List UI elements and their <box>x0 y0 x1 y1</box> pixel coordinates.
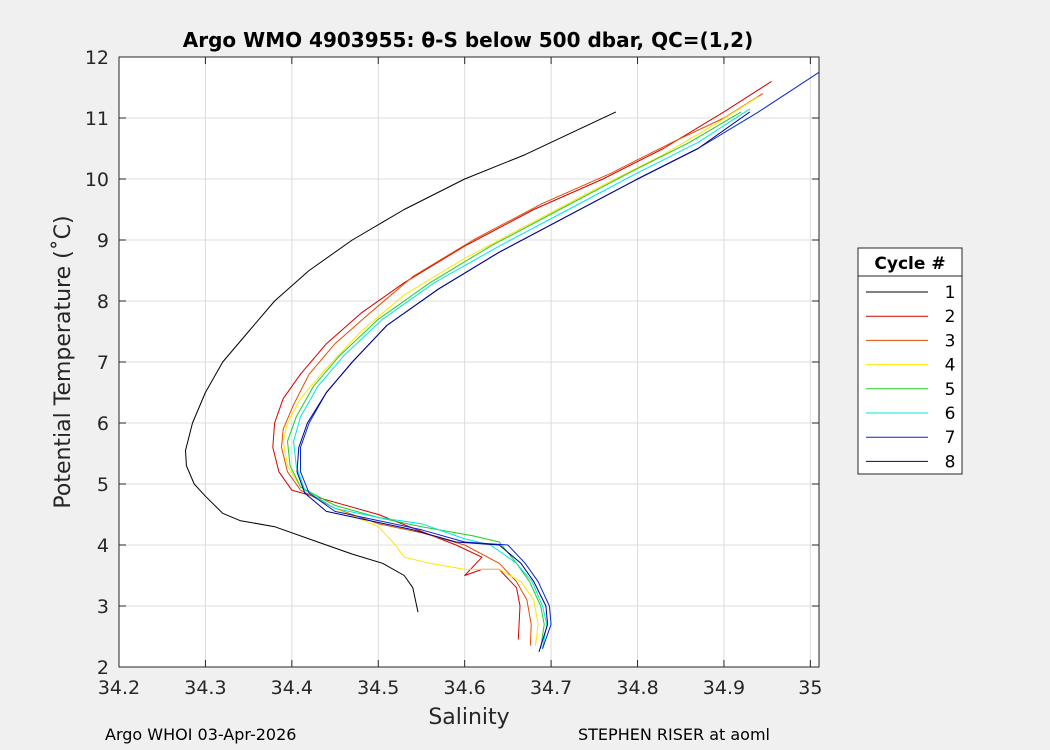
y-tick-label: 9 <box>97 230 109 252</box>
y-axis-label: Potential Temperature (˚C) <box>51 215 76 508</box>
legend: Cycle # 1 2 3 4 5 6 7 8 <box>857 247 963 475</box>
x-tick-label: 34.2 <box>98 677 140 699</box>
legend-label-cycle-7: 7 <box>945 428 956 448</box>
legend-label-cycle-3: 3 <box>945 331 956 351</box>
chart-title: Argo WMO 4903955: θ-S below 500 dbar, QC… <box>183 28 753 52</box>
series-line-cycle-4 <box>282 96 759 646</box>
y-tick-label: 2 <box>97 657 109 679</box>
legend-label-cycle-4: 4 <box>945 356 956 376</box>
y-tick-label: 8 <box>97 291 109 313</box>
y-tick-label: 10 <box>85 169 109 191</box>
y-tick-label: 11 <box>85 108 109 130</box>
legend-label-cycle-6: 6 <box>945 404 956 424</box>
legend-label-cycle-8: 8 <box>945 452 956 472</box>
legend-box <box>857 247 963 475</box>
legend-items: 1 2 3 4 5 6 7 8 <box>866 283 955 472</box>
x-tick-label: 34.3 <box>184 677 226 699</box>
footer-left-text: Argo WHOI 03-Apr-2026 <box>105 725 297 744</box>
axis-ticks: 34.2 34.3 34.4 34.5 34.6 34.7 34.8 34.9 35 2 3 4 5 6 7… <box>85 47 823 699</box>
legend-label-cycle-1: 1 <box>945 283 956 303</box>
legend-label-cycle-5: 5 <box>945 380 956 400</box>
x-tick-label: 34.9 <box>703 677 745 699</box>
x-tick-label: 35 <box>798 677 822 699</box>
series-line-cycle-1 <box>185 111 617 613</box>
series-line-cycle-8 <box>296 111 751 652</box>
series-line-cycle-3 <box>281 93 764 646</box>
footer-right-text: STEPHEN RISER at aoml <box>578 725 770 744</box>
y-tick-label: 6 <box>97 413 109 435</box>
y-tick-label: 12 <box>85 47 109 69</box>
y-tick-label: 3 <box>97 596 109 618</box>
series-lines <box>185 71 820 652</box>
y-tick-label: 7 <box>97 352 109 374</box>
legend-title: Cycle # <box>874 254 945 274</box>
y-tick-label: 5 <box>97 474 109 496</box>
x-tick-label: 34.7 <box>530 677 572 699</box>
x-axis-label: Salinity <box>428 705 509 730</box>
y-tick-label: 4 <box>97 535 109 557</box>
series-line-cycle-5 <box>287 111 742 649</box>
x-tick-label: 34.6 <box>444 677 486 699</box>
x-tick-label: 34.5 <box>357 677 399 699</box>
x-tick-label: 34.4 <box>271 677 313 699</box>
series-line-cycle-6 <box>293 108 751 649</box>
legend-label-cycle-2: 2 <box>945 307 956 327</box>
x-tick-label: 34.8 <box>616 677 658 699</box>
